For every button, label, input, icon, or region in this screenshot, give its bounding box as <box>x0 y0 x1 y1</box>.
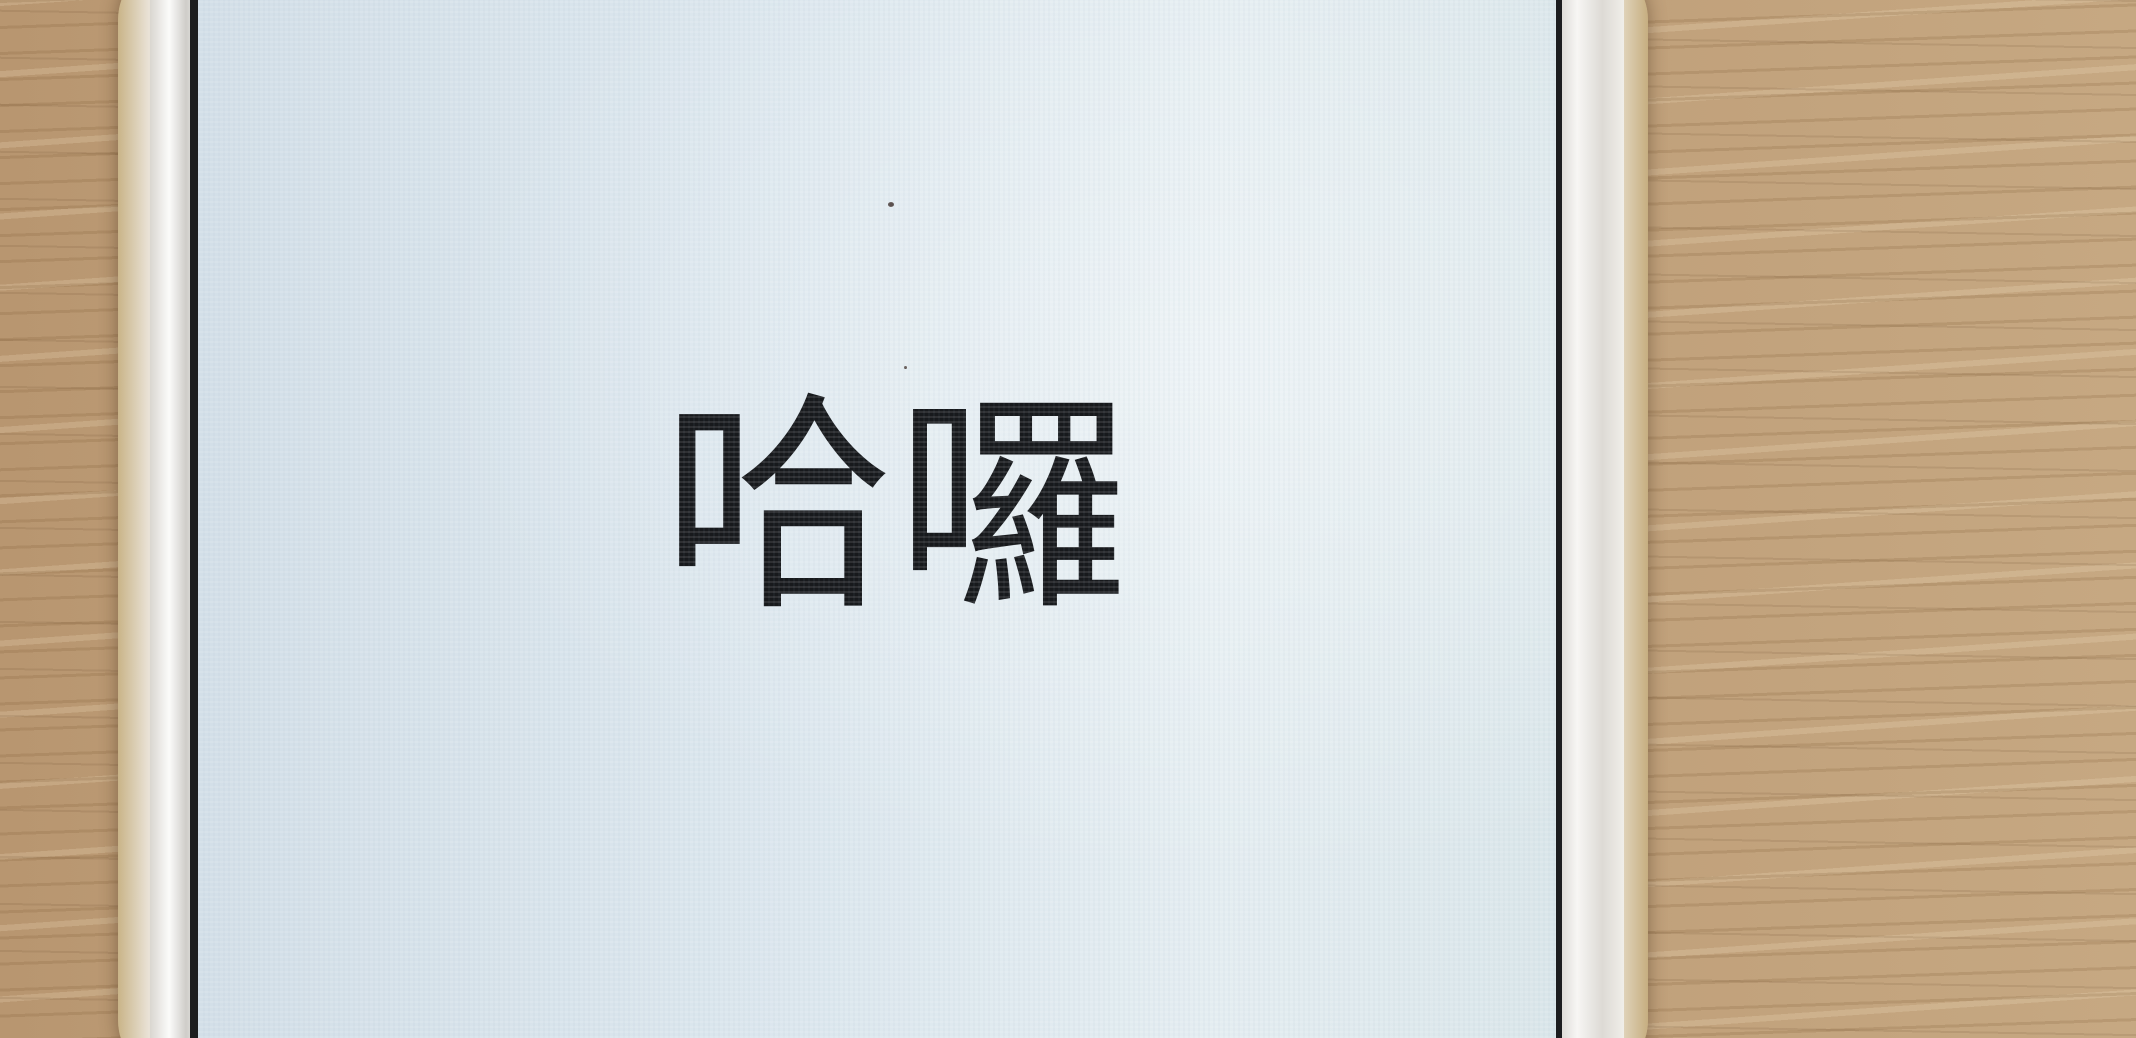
phone-rim-right <box>1552 0 1624 1038</box>
phone-screen: 哈囉 <box>198 0 1556 1038</box>
dust-speck <box>904 366 907 369</box>
dust-speck <box>888 202 894 207</box>
greeting-text: 哈囉 <box>661 372 1134 642</box>
